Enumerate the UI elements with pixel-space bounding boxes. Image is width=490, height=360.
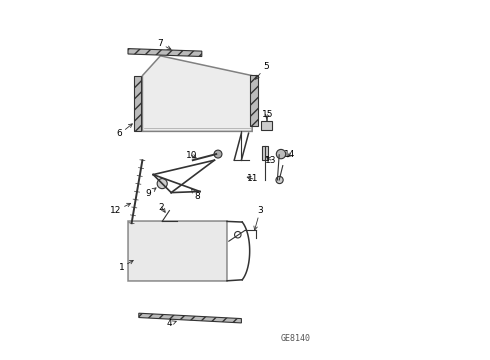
Text: 6: 6 — [117, 124, 132, 139]
Text: 13: 13 — [265, 156, 277, 165]
Text: 7: 7 — [157, 40, 171, 49]
Text: 8: 8 — [192, 189, 200, 202]
Text: 5: 5 — [255, 62, 269, 79]
Polygon shape — [134, 76, 141, 131]
Text: 14: 14 — [284, 150, 295, 159]
Text: 11: 11 — [247, 175, 259, 184]
Polygon shape — [128, 221, 227, 281]
Polygon shape — [128, 49, 202, 57]
Text: GE8140: GE8140 — [280, 334, 310, 343]
Text: 1: 1 — [119, 260, 133, 272]
Polygon shape — [261, 121, 272, 130]
Polygon shape — [250, 75, 258, 126]
Text: 10: 10 — [186, 151, 197, 160]
Text: 9: 9 — [146, 188, 156, 198]
Circle shape — [157, 179, 167, 189]
Text: 3: 3 — [254, 206, 263, 230]
Text: 2: 2 — [159, 202, 165, 212]
Circle shape — [214, 150, 222, 158]
Circle shape — [276, 149, 286, 159]
Polygon shape — [262, 146, 268, 160]
Circle shape — [276, 176, 283, 184]
Text: 4: 4 — [167, 320, 176, 328]
Polygon shape — [143, 56, 252, 131]
Text: 15: 15 — [262, 110, 273, 119]
Text: 12: 12 — [110, 203, 131, 215]
Polygon shape — [139, 313, 242, 323]
